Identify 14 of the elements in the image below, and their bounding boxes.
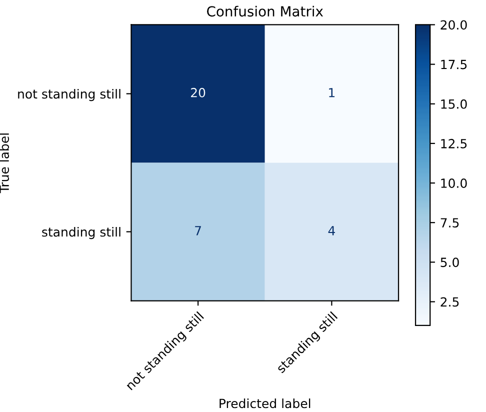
data-label: 4 bbox=[328, 226, 335, 236]
data-label: 7 bbox=[195, 226, 201, 236]
color-bar-label: 7.5 bbox=[440, 218, 459, 228]
data-label: 20 bbox=[191, 88, 206, 98]
color-bar-label: 12.5 bbox=[441, 138, 467, 148]
color-bar-label: 10.0 bbox=[441, 178, 467, 188]
data-label: 1 bbox=[329, 88, 335, 98]
color-bar-label: 17.5 bbox=[441, 60, 467, 70]
color-bar-label: 2.5 bbox=[440, 297, 459, 307]
chart-title: Confusion Matrix bbox=[207, 6, 324, 17]
color-bar-label: 20.0 bbox=[440, 20, 467, 30]
x-axis-title: Predicted label bbox=[220, 398, 310, 408]
color-bar-label: 15.0 bbox=[441, 99, 467, 109]
color-bar-label: 5.0 bbox=[440, 258, 459, 268]
